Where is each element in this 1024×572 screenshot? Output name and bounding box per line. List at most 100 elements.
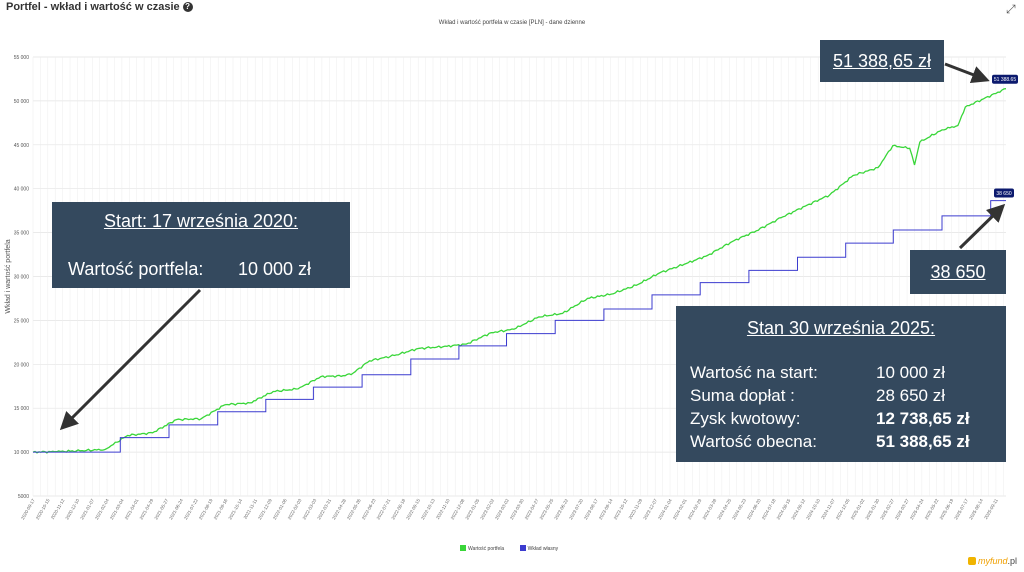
x-tick-label: 2021-12-09 (257, 498, 273, 521)
logo-text: myfund (978, 556, 1008, 566)
x-tick-label: 2025-03-27 (894, 498, 910, 521)
x-tick-label: 2025-01-30 (864, 498, 880, 521)
x-tick-label: 2024-03-28 (701, 498, 717, 521)
x-tick-label: 2023-11-09 (628, 498, 644, 521)
final-value-callout: 51 388,65 zł (820, 40, 944, 82)
final-value-text: 51 388,65 zł (832, 51, 932, 71)
final-value-badge-text: 51 388.65 (994, 77, 1016, 83)
x-tick-label: 2022-11-10 (435, 498, 451, 521)
x-tick-label: 2021-05-27 (153, 498, 169, 521)
x-tick-label: 2023-02-02 (479, 498, 495, 521)
y-tick-label: 50 000 (14, 99, 30, 105)
legend-label: Wartość portfela (468, 546, 505, 552)
x-tick-label: 2022-05-26 (346, 498, 362, 521)
x-tick-label: 2024-05-23 (731, 498, 747, 521)
x-tick-label: 2022-10-13 (420, 498, 436, 521)
y-axis-title: Wkład i wartość portfela (5, 239, 12, 313)
x-tick-label: 2020-12-10 (64, 498, 80, 521)
x-tick-label: 2022-08-18 (390, 498, 406, 521)
stats-row-deposits: Suma dopłat : 28 650 zł (690, 386, 945, 406)
x-tick-label: 2022-02-03 (287, 498, 303, 521)
start-arrow (59, 288, 202, 431)
x-tick-label: 2024-10-10 (805, 498, 821, 521)
x-tick-label: 2024-09-12 (790, 498, 806, 521)
y-tick-label: 15 000 (14, 406, 30, 412)
x-tick-label: 2021-01-07 (79, 498, 95, 521)
y-tick-label: 40 000 (14, 187, 30, 193)
y-tick-label: 45 000 (14, 143, 30, 149)
x-tick-label: 2021-11-11 (243, 498, 259, 520)
x-tick-label: 2023-07-20 (568, 498, 584, 521)
x-tick-label: 2024-11-07 (820, 498, 836, 521)
x-tick-label: 2022-07-21 (376, 498, 392, 521)
x-tick-label: 2021-03-04 (109, 498, 125, 521)
x-tick-label: 2022-01-06 (272, 498, 288, 521)
x-tick-label: 2022-09-15 (405, 498, 421, 521)
x-tick-label: 2022-03-31 (316, 498, 332, 521)
x-tick-label: 2020-10-15 (35, 498, 51, 521)
contribution-step-line (33, 200, 1006, 453)
x-tick-label: 2025-07-17 (953, 498, 969, 521)
x-tick-label: 2022-06-23 (361, 498, 377, 521)
y-tick-label: 35 000 (14, 231, 30, 237)
x-tick-label: 2022-04-28 (331, 498, 347, 521)
x-tick-label: 2023-09-14 (598, 498, 614, 521)
x-tick-label: 2020-09-17 (20, 498, 36, 521)
legend-swatch-blue (519, 545, 526, 551)
y-tick-label: 55 000 (14, 55, 30, 61)
myfund-logo: myfund.pl (968, 556, 1017, 566)
x-tick-label: 2024-02-01 (672, 498, 688, 521)
x-tick-label: 2022-12-08 (450, 498, 466, 521)
x-tick-label: 2023-05-25 (539, 498, 555, 521)
stats-row-label: Suma dopłat : (690, 386, 795, 405)
y-tick-label: 5000 (18, 494, 29, 500)
stats-row-label: Wartość obecna: (690, 432, 817, 451)
x-tick-label: 2025-01-02 (850, 498, 866, 521)
legend-item-deposit[interactable]: Wkład własny (519, 545, 559, 552)
x-tick-label: 2023-04-27 (524, 498, 540, 521)
x-tick-label: 2023-03-02 (494, 498, 510, 521)
x-tick-label: 2021-02-04 (94, 498, 110, 521)
x-tick-label: 2025-05-22 (924, 498, 940, 521)
deposit-badge (994, 188, 1014, 198)
deposit-callout-text: 38 650 (930, 262, 986, 282)
info-icon[interactable]: ? (182, 2, 193, 12)
stats-callout-title: Stan 30 września 2025: (746, 318, 936, 338)
x-tick-label: 2024-12-05 (835, 498, 851, 521)
x-tick-label: 2024-06-20 (746, 498, 762, 521)
x-tick-label: 2021-07-22 (183, 498, 199, 521)
deposit-callout: 38 650 (910, 250, 1006, 294)
y-tick-label: 20 000 (14, 362, 30, 368)
deposit-arrow (958, 203, 1006, 250)
stats-row-value: 51 388,65 zł (876, 432, 970, 451)
y-tick-label: 30 000 (14, 275, 30, 281)
x-tick-label: 2023-08-17 (583, 498, 599, 521)
x-tick-label: 2023-03-30 (509, 498, 525, 521)
x-tick-label: 2025-04-24 (909, 498, 925, 521)
x-tick-label: 2023-06-22 (553, 498, 569, 521)
expand-icon[interactable]: ⤢ (1006, 2, 1016, 16)
x-tick-label: 2025-02-27 (879, 498, 895, 521)
y-tick-label: 25 000 (14, 318, 30, 324)
x-tick-label: 2021-09-16 (213, 498, 229, 521)
stats-row-start: Wartość na start: 10 000 zł (690, 363, 945, 383)
x-tick-label: 2024-02-29 (687, 498, 703, 521)
stats-callout: Stan 30 września 2025: Wartość na start:… (676, 306, 1006, 462)
x-tick-label: 2025-06-19 (939, 498, 955, 521)
x-tick-label: 2023-12-07 (642, 498, 658, 521)
stats-row-profit: Zysk kwotowy: 12 738,65 zł (690, 409, 970, 429)
panel-title-text: Portfel - wkład i wartość w czasie (6, 1, 180, 13)
x-tick-label: 2020-11-12 (50, 498, 66, 521)
x-tick-label: 2025-09-11 (983, 498, 999, 521)
legend-swatch-green (460, 545, 466, 551)
chart-legend: Wartość portfela Wkład własny (460, 545, 572, 552)
x-tick-label: 2024-01-04 (657, 498, 673, 521)
legend-label: Wkład własny (527, 546, 559, 552)
x-tick-label: 2021-08-19 (198, 498, 214, 521)
legend-item-value[interactable]: Wartość portfela (460, 545, 505, 552)
x-tick-label: 2023-10-12 (613, 498, 629, 521)
stats-row-value: 28 650 zł (876, 386, 945, 405)
x-tick-label: 2021-10-14 (227, 498, 243, 521)
x-tick-label: 2021-04-01 (124, 498, 140, 521)
stats-row-label: Wartość na start: (690, 363, 818, 382)
